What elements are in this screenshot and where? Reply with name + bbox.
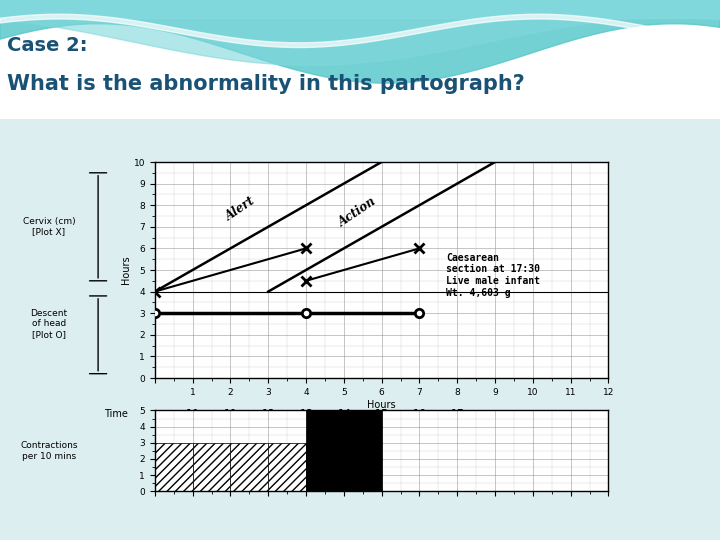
Text: Contractions
per 10 mins: Contractions per 10 mins: [20, 441, 78, 461]
Text: 17: 17: [451, 409, 464, 419]
Bar: [306, 443, 344, 491]
Bar: [268, 443, 306, 491]
Text: 12: 12: [262, 409, 274, 419]
Text: 16: 16: [413, 409, 426, 419]
Text: Cervix (cm)
[Plot X]: Cervix (cm) [Plot X]: [22, 217, 76, 237]
Text: 10: 10: [186, 409, 199, 419]
Text: Alert: Alert: [223, 194, 257, 224]
Text: 15: 15: [375, 409, 388, 419]
Text: Descent
of head
[Plot O]: Descent of head [Plot O]: [30, 309, 68, 339]
Bar: [230, 443, 268, 491]
Text: Hours: Hours: [367, 400, 396, 410]
Text: Case 2:: Case 2:: [7, 36, 88, 55]
Bar: [155, 443, 193, 491]
Bar: [306, 410, 382, 491]
Y-axis label: Hours: Hours: [121, 255, 131, 285]
Text: Action: Action: [336, 195, 379, 230]
Text: 13: 13: [300, 409, 312, 419]
Bar: [193, 443, 230, 491]
Text: Time: Time: [104, 409, 128, 419]
Text: 14: 14: [338, 409, 350, 419]
Text: Caesarean
section at 17:30
Live male infant
Wt. 4,603 g: Caesarean section at 17:30 Live male inf…: [446, 253, 540, 298]
Text: 11: 11: [224, 409, 237, 419]
Text: What is the abnormality in this partograph?: What is the abnormality in this partogra…: [7, 73, 525, 93]
